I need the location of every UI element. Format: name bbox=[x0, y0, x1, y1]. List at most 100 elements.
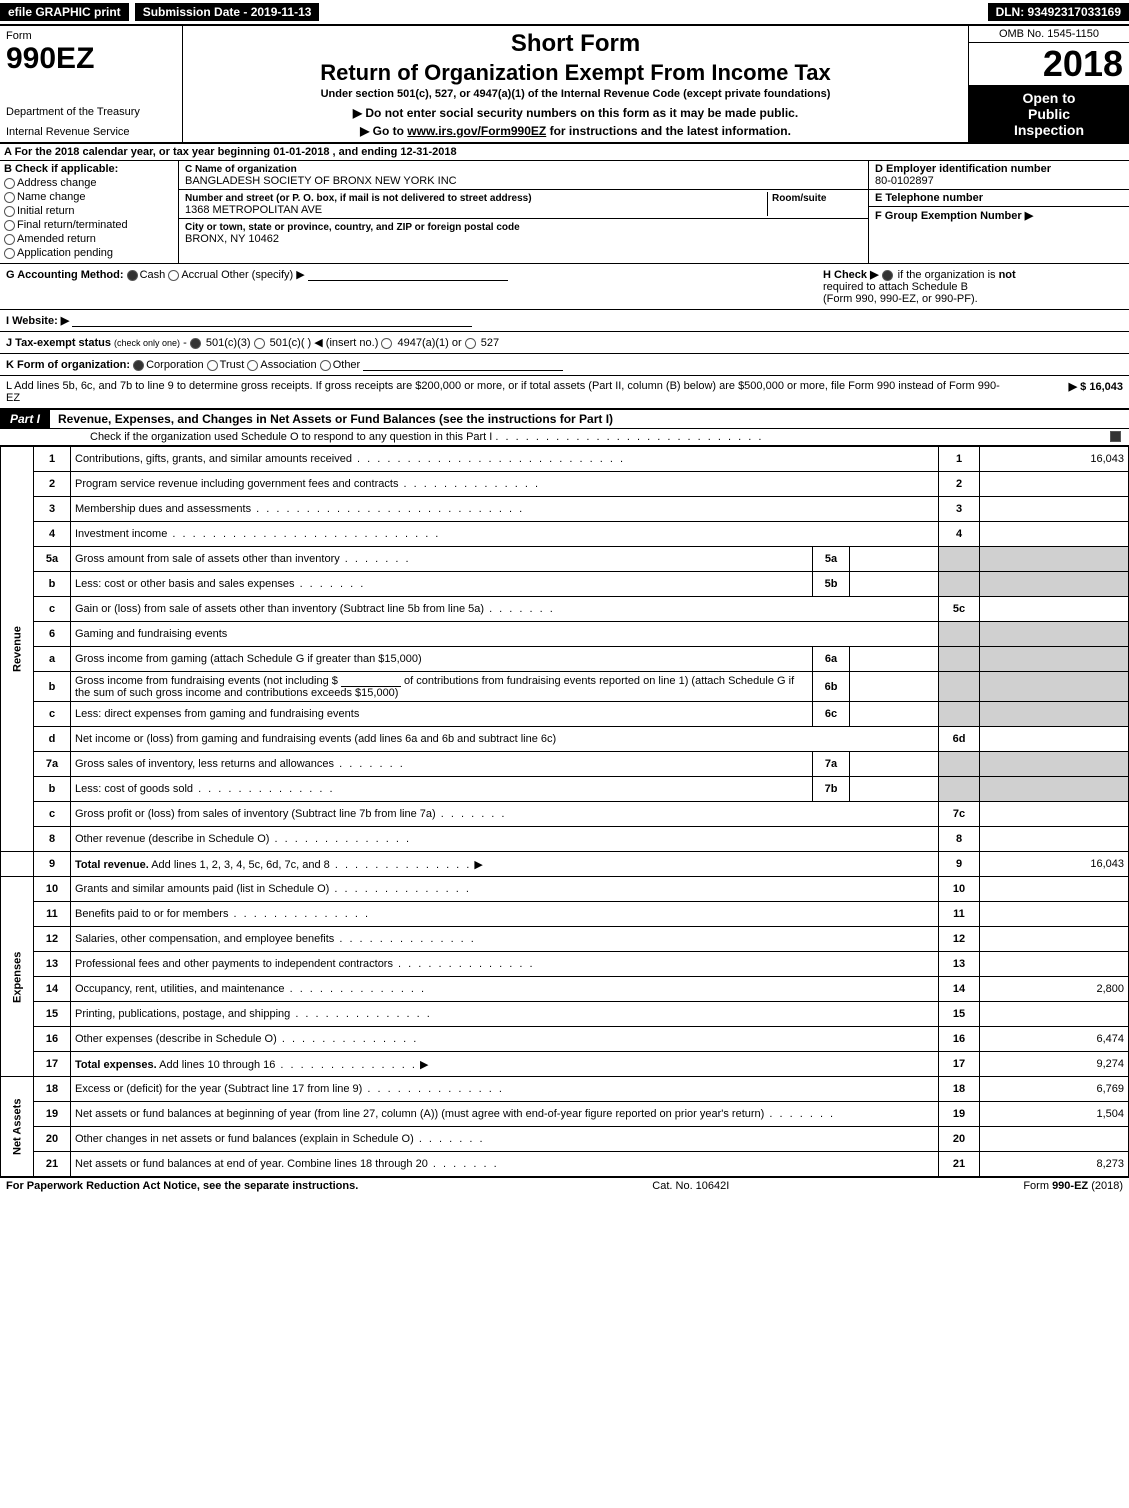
desc-1: Contributions, gifts, grants, and simila… bbox=[75, 453, 625, 465]
check-initial-return[interactable] bbox=[4, 206, 15, 217]
h-text4: (Form 990, 990-EZ, or 990-PF). bbox=[823, 293, 978, 305]
radio-corporation[interactable] bbox=[133, 360, 144, 371]
desc-18: Excess or (deficit) for the year (Subtra… bbox=[75, 1083, 504, 1095]
part1-sub-text: Check if the organization used Schedule … bbox=[90, 431, 492, 443]
under-section: Under section 501(c), 527, or 4947(a)(1)… bbox=[191, 88, 960, 100]
check-schedule-o[interactable] bbox=[1110, 431, 1121, 442]
irs-label: Internal Revenue Service bbox=[6, 126, 176, 138]
other-specify-field[interactable] bbox=[308, 268, 508, 281]
lbl-initial-return: Initial return bbox=[17, 205, 74, 217]
radio-cash[interactable] bbox=[127, 270, 138, 281]
val-17: 9,274 bbox=[980, 1052, 1129, 1077]
part1-tab: Part I bbox=[0, 410, 50, 428]
desc-6b-1: Gross income from fundraising events (no… bbox=[75, 675, 338, 687]
desc-9-bold: Total revenue. bbox=[75, 859, 149, 871]
ln-3: 3 bbox=[34, 497, 71, 522]
desc-6a: Gross income from gaming (attach Schedul… bbox=[71, 647, 813, 672]
ln-14: 14 bbox=[34, 977, 71, 1002]
radio-association[interactable] bbox=[247, 360, 258, 371]
website-field[interactable] bbox=[72, 314, 472, 327]
efile-print-label[interactable]: efile GRAPHIC print bbox=[0, 3, 129, 21]
short-form-title: Short Form bbox=[191, 30, 960, 58]
radio-527[interactable] bbox=[465, 338, 476, 349]
desc-3: Membership dues and assessments bbox=[75, 503, 524, 515]
check-amended-return[interactable] bbox=[4, 234, 15, 245]
ln-7c: c bbox=[34, 802, 71, 827]
desc-5c: Gain or (loss) from sale of assets other… bbox=[75, 603, 555, 615]
open-to-public: Open to Public Inspection bbox=[969, 86, 1129, 142]
desc-6: Gaming and fundraising events bbox=[71, 622, 939, 647]
lbl-application-pending: Application pending bbox=[17, 247, 113, 259]
h-text3: required to attach Schedule B bbox=[823, 281, 968, 293]
form-word: Form bbox=[6, 30, 176, 42]
footer-right: Form 990-EZ (2018) bbox=[1023, 1180, 1123, 1192]
lbl-final-return: Final return/terminated bbox=[17, 219, 128, 231]
check-address-change[interactable] bbox=[4, 178, 15, 189]
ln-9: 9 bbox=[34, 852, 71, 877]
radio-accrual[interactable] bbox=[168, 270, 179, 281]
ln-5a: 5a bbox=[34, 547, 71, 572]
open-line2: Public bbox=[971, 106, 1127, 122]
contrib-amount-field[interactable] bbox=[341, 674, 401, 687]
ln-18: 18 bbox=[34, 1077, 71, 1102]
shade-6b bbox=[939, 672, 980, 702]
ln-6c: c bbox=[34, 702, 71, 727]
goto-post: for instructions and the latest informat… bbox=[546, 124, 791, 138]
section-b: B Check if applicable: Address change Na… bbox=[0, 161, 179, 263]
desc-5b: Less: cost or other basis and sales expe… bbox=[75, 578, 365, 590]
shade-6a bbox=[939, 647, 980, 672]
ln-1: 1 bbox=[34, 447, 71, 472]
goto-link[interactable]: www.irs.gov/Form990EZ bbox=[407, 124, 546, 138]
midval-7b bbox=[850, 777, 939, 802]
ln-5c: c bbox=[34, 597, 71, 622]
section-b-title: B Check if applicable: bbox=[4, 163, 174, 175]
mid-6b: 6b bbox=[813, 672, 850, 702]
num-2: 2 bbox=[939, 472, 980, 497]
ein-value: 80-0102897 bbox=[875, 175, 934, 187]
desc-19: Net assets or fund balances at beginning… bbox=[75, 1108, 835, 1120]
val-6d bbox=[980, 727, 1129, 752]
ln-7a: 7a bbox=[34, 752, 71, 777]
radio-501c[interactable] bbox=[254, 338, 265, 349]
num-17: 17 bbox=[939, 1052, 980, 1077]
shade-5b bbox=[939, 572, 980, 597]
midval-7a bbox=[850, 752, 939, 777]
radio-other-org[interactable] bbox=[320, 360, 331, 371]
check-name-change[interactable] bbox=[4, 192, 15, 203]
val-12 bbox=[980, 927, 1129, 952]
c-city-label: City or town, state or province, country… bbox=[185, 222, 520, 233]
check-application-pending[interactable] bbox=[4, 248, 15, 259]
radio-501c3[interactable] bbox=[190, 338, 201, 349]
ln-16: 16 bbox=[34, 1027, 71, 1052]
ln-7b: b bbox=[34, 777, 71, 802]
part1-sub: Check if the organization used Schedule … bbox=[0, 429, 1129, 446]
shadeval-6b bbox=[980, 672, 1129, 702]
info-grid: B Check if applicable: Address change Na… bbox=[0, 161, 1129, 264]
num-20: 20 bbox=[939, 1127, 980, 1152]
submission-date-label: Submission Date - 2019-11-13 bbox=[135, 3, 320, 21]
row-g-h: G Accounting Method: Cash Accrual Other … bbox=[0, 264, 1129, 310]
e-tel-label: E Telephone number bbox=[875, 192, 983, 204]
desc-7c: Gross profit or (loss) from sales of inv… bbox=[75, 808, 506, 820]
mid-6c: 6c bbox=[813, 702, 850, 727]
other-org-field[interactable] bbox=[363, 358, 563, 371]
row-a-tax-year: A For the 2018 calendar year, or tax yea… bbox=[0, 144, 1129, 161]
h-check-label: H Check ▶ bbox=[823, 269, 879, 281]
desc-8: Other revenue (describe in Schedule O) bbox=[75, 833, 411, 845]
num-12: 12 bbox=[939, 927, 980, 952]
shadeval-6a bbox=[980, 647, 1129, 672]
radio-trust[interactable] bbox=[207, 360, 218, 371]
shade-6 bbox=[939, 622, 980, 647]
radio-4947[interactable] bbox=[381, 338, 392, 349]
row-l: L Add lines 5b, 6c, and 7b to line 9 to … bbox=[0, 376, 1129, 409]
ln-11: 11 bbox=[34, 902, 71, 927]
ln-6b: b bbox=[34, 672, 71, 702]
check-h[interactable] bbox=[882, 270, 893, 281]
check-final-return[interactable] bbox=[4, 220, 15, 231]
section-c: C Name of organization BANGLADESH SOCIET… bbox=[179, 161, 868, 263]
ln-10: 10 bbox=[34, 877, 71, 902]
num-18: 18 bbox=[939, 1077, 980, 1102]
val-21: 8,273 bbox=[980, 1152, 1129, 1177]
row-g: G Accounting Method: Cash Accrual Other … bbox=[6, 268, 508, 281]
part1-title: Revenue, Expenses, and Changes in Net As… bbox=[50, 412, 613, 426]
